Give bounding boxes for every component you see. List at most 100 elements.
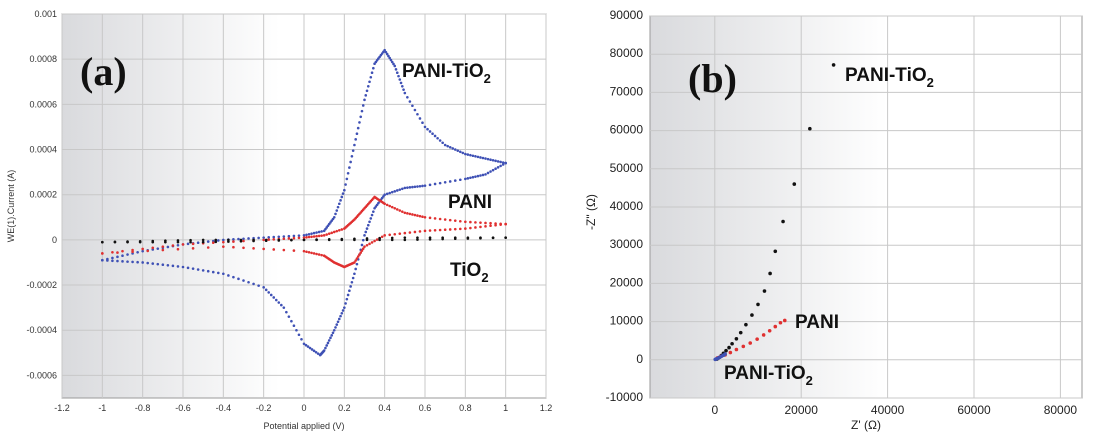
data-point [416,238,419,241]
data-point [206,240,210,243]
data-point [750,313,754,317]
data-point [360,243,364,247]
data-point [428,238,432,241]
data-point [176,247,180,251]
data-point [361,104,365,107]
y-tick-label: -0.0004 [26,325,57,335]
data-point [481,173,485,177]
data-point [297,333,301,337]
data-point [343,306,346,309]
data-point [282,248,286,252]
x-tick-label: 0 [301,403,306,413]
data-point [196,241,200,245]
x-tick-label: -0.8 [135,403,151,413]
data-point [431,132,434,136]
data-point [491,168,495,172]
data-point [738,330,743,335]
nyquist-series-label-pani: PANI [795,312,839,333]
data-point [350,280,354,284]
data-point [421,184,424,188]
nyquist-series [713,63,836,362]
data-point [808,126,812,131]
cv-y-axis-label: WE(1).Current (A) [6,170,16,243]
data-point [358,253,361,256]
data-point [206,269,210,273]
data-point [252,282,255,286]
data-point [214,240,218,244]
data-point [242,239,245,243]
data-point [343,188,346,192]
data-point [335,209,339,212]
data-point [262,236,265,239]
data-point [189,238,192,242]
data-point [116,259,119,263]
data-point [484,157,487,160]
data-point [416,185,419,188]
data-point [464,227,467,230]
data-point [292,249,296,252]
data-point [161,248,165,252]
data-point [277,301,281,304]
data-point [370,71,374,75]
data-point [325,344,328,347]
data-point [438,228,442,232]
x-tick-label: 40000 [871,403,905,417]
data-point [365,243,369,247]
data-point [423,184,427,187]
data-point [408,231,412,234]
data-point [489,224,492,228]
data-point [408,186,412,189]
data-point [326,341,330,345]
data-point [267,236,271,239]
data-point [433,134,437,138]
data-point [428,183,432,187]
data-point [484,221,487,225]
data-point [247,280,250,284]
data-point [239,239,243,243]
nyquist-x-ticks: 0 20000 40000 60000 80000 [711,403,1077,417]
data-point [433,217,437,220]
data-point [756,302,760,307]
data-point [484,173,487,176]
y-tick-label: 40000 [610,199,644,213]
data-point [390,238,394,242]
data-point [131,260,134,264]
data-point [336,205,340,209]
data-point [302,234,306,237]
data-point [206,246,210,249]
x-tick-label: 1.2 [540,403,553,413]
data-point [348,289,351,293]
data-point [317,230,321,234]
data-point [423,125,427,129]
data-point [164,240,167,244]
data-point [257,236,260,240]
data-point [451,147,455,150]
data-point [359,115,363,119]
data-point [136,260,139,264]
data-point [479,225,482,229]
data-point [388,233,392,237]
cv-x-axis-label: Potential applied (V) [263,421,344,431]
data-point [176,243,180,247]
data-point [748,341,753,345]
data-point [176,240,180,244]
data-point [438,139,442,142]
data-point [389,58,393,62]
data-point [370,213,374,217]
data-point [222,240,225,244]
data-point [388,56,392,60]
data-point [438,217,442,221]
y-tick-label: 0.0006 [29,99,57,109]
data-point [111,259,114,263]
x-tick-label: 0.6 [419,403,432,413]
data-point [334,326,337,329]
data-point [501,163,505,166]
cv-series-label-pani: PANI [448,192,492,213]
data-point [186,242,190,246]
data-point [121,249,124,253]
data-point [262,286,265,289]
data-point [489,221,492,225]
data-point [768,271,772,276]
